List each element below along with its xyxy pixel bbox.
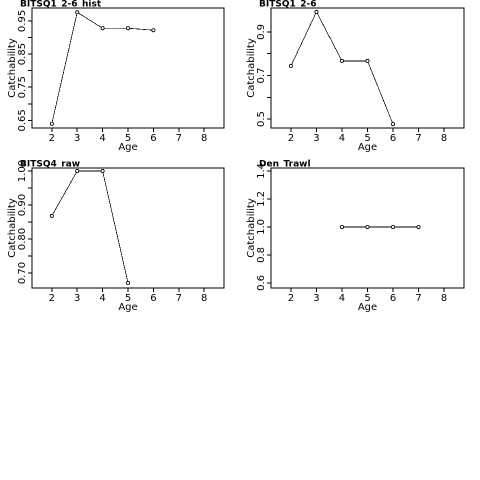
x-axis-label: Age <box>358 142 377 153</box>
x-tick-label: 3 <box>313 133 319 144</box>
panel: BITSQ1_2-6 Age Catchability 2 3 4 5 6 7 8 0.5 0.7 0.… <box>246 0 465 153</box>
x-tick-label: 7 <box>415 133 421 144</box>
y-tick-label: 1.2 <box>256 191 267 207</box>
line <box>51 170 129 283</box>
x-tick-label: 6 <box>390 293 396 304</box>
point <box>391 224 396 229</box>
y-axis-label: Catchability <box>246 38 257 98</box>
x-tick-label: 2 <box>49 133 55 144</box>
x-tick-label: 4 <box>339 133 345 144</box>
panel: BITSQ1_2-6_hist Age Catchability 2 3 4 5 6 7 8 0.6… <box>7 0 225 153</box>
point <box>339 224 344 229</box>
x-tick-label: 2 <box>49 293 55 304</box>
y-tick-label: 0.70 <box>17 262 28 284</box>
point <box>416 224 421 229</box>
x-tick-label: 7 <box>176 133 182 144</box>
point <box>365 58 370 63</box>
chart-title: BITSQ1_2-6_hist <box>20 0 102 10</box>
y-tick-label: 0.80 <box>17 228 28 250</box>
x-tick-label: 7 <box>415 293 421 304</box>
y-axis-label: Catchability <box>7 198 18 258</box>
y-tick-label: 0.6 <box>256 275 267 291</box>
x-tick-label: 5 <box>125 293 131 304</box>
line <box>290 11 394 125</box>
plot-frame <box>31 167 225 289</box>
x-tick-label: 3 <box>74 293 80 304</box>
y-tick-label: 1.00 <box>17 160 28 182</box>
x-tick-label: 5 <box>364 133 370 144</box>
x-tick-label: 6 <box>150 133 156 144</box>
point <box>100 26 105 31</box>
x-tick-label: 5 <box>364 293 370 304</box>
x-axis-label: Age <box>118 302 137 313</box>
x-tick-label: 8 <box>201 133 207 144</box>
y-tick-label: 0.90 <box>17 194 28 216</box>
point <box>151 28 156 33</box>
point <box>75 169 80 174</box>
point <box>391 122 396 127</box>
x-tick-label: 3 <box>74 133 80 144</box>
plot-frame <box>31 7 225 129</box>
point <box>365 224 370 229</box>
point <box>339 58 344 63</box>
x-tick-label: 7 <box>176 293 182 304</box>
chart-title: BITSQ4_raw <box>20 160 80 170</box>
chart-title: Den_Trawl <box>259 160 311 170</box>
x-tick-label: 5 <box>125 133 131 144</box>
panel: Den_Trawl Age Catchability 2 3 4 5 6 7 8 0.6 0.8 1.0… <box>246 160 465 313</box>
point <box>126 26 131 31</box>
y-tick-label: 1.0 <box>256 219 267 235</box>
x-tick-label: 4 <box>339 293 345 304</box>
point <box>314 9 319 14</box>
y-axis-label: Catchability <box>246 198 257 258</box>
point <box>49 121 54 126</box>
y-tick-label: 1.4 <box>256 163 267 179</box>
point <box>288 63 293 68</box>
y-tick-label: 0.8 <box>256 247 267 263</box>
x-tick-label: 8 <box>441 133 447 144</box>
x-axis-label: Age <box>118 142 137 153</box>
panel: BITSQ4_raw Age Catchability 2 3 4 5 6 7 8 0.70 0.80… <box>7 160 225 313</box>
point <box>75 10 80 15</box>
x-tick-label: 6 <box>390 133 396 144</box>
x-tick-label: 8 <box>201 293 207 304</box>
x-tick-label: 2 <box>288 133 294 144</box>
y-tick-label: 0.75 <box>17 76 28 98</box>
point <box>126 280 131 285</box>
plot-frame <box>270 7 465 129</box>
point <box>49 213 54 218</box>
y-tick-label: 0.9 <box>256 24 267 40</box>
x-tick-label: 2 <box>288 293 294 304</box>
y-tick-label: 0.85 <box>17 43 28 65</box>
y-tick-label: 0.65 <box>17 109 28 131</box>
point <box>100 169 105 174</box>
y-tick-label: 0.7 <box>256 68 267 84</box>
y-axis-label: Catchability <box>7 38 18 98</box>
chart-title: BITSQ1_2-6 <box>259 0 317 10</box>
x-tick-label: 4 <box>99 133 105 144</box>
y-tick-label: 0.5 <box>256 111 267 127</box>
y-tick-label: 0.95 <box>17 10 28 32</box>
x-tick-label: 3 <box>313 293 319 304</box>
x-tick-label: 6 <box>150 293 156 304</box>
x-tick-label: 8 <box>441 293 447 304</box>
x-axis-label: Age <box>358 302 377 313</box>
x-tick-label: 4 <box>99 293 105 304</box>
